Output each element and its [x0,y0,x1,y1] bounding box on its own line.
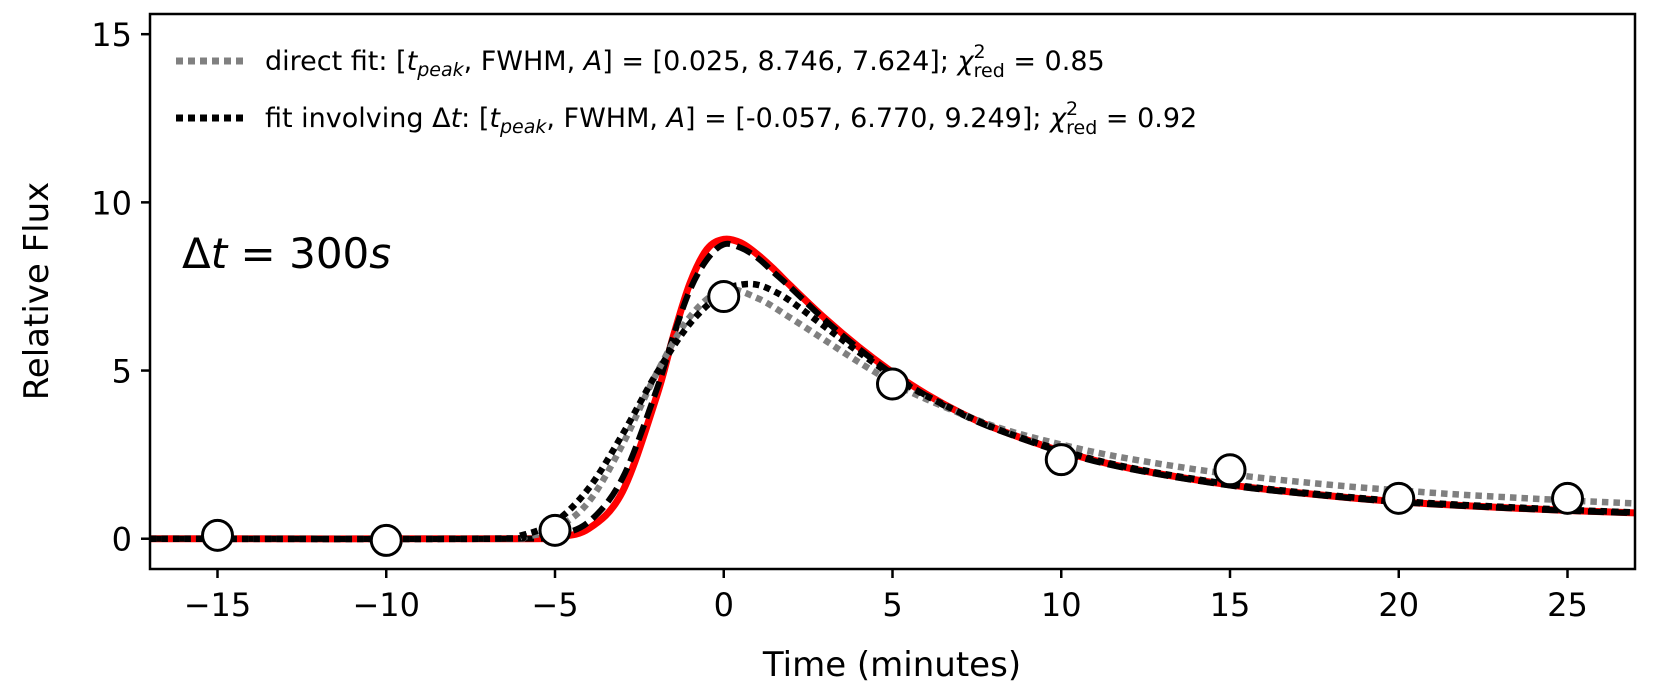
delta-t-annotation: Δt = 300s [182,229,391,278]
x-tick-label: −5 [531,586,578,624]
annotation-delta: Δ [182,229,211,278]
legend-label-delta-t-fit: fit involving Δt: [tpeak, FWHM, A] = [-0… [265,98,1197,139]
observation-point [538,513,572,547]
observation-point [1551,481,1584,515]
y-axis-label: Relative Flux [17,182,57,401]
y-tick-label: 5 [112,353,132,391]
observation-point [201,518,234,552]
x-tick-label: 25 [1547,586,1588,624]
x-tick-label: 20 [1378,586,1419,624]
x-tick-label: 5 [882,586,902,624]
observation-point [876,367,909,401]
x-axis-label: Time (minutes) [762,645,1021,685]
annotation-value: = 300 [227,229,369,278]
data-markers [201,280,1584,557]
x-axis-ticks: −15 −10 −5 0 5 10 15 20 25 [184,569,1588,624]
observation-point [1382,481,1416,515]
x-tick-label: −15 [184,586,252,624]
y-tick-label: 15 [91,16,132,54]
y-tick-label: 10 [91,184,132,222]
y-tick-label: 0 [112,521,132,559]
x-tick-label: −10 [352,586,420,624]
annotation-t: t [211,229,229,278]
legend-label-direct-fit: direct fit: [tpeak, FWHM, A] = [0.025, 8… [265,41,1105,82]
legend: direct fit: [tpeak, FWHM, A] = [0.025, 8… [176,41,1197,139]
observation-point [369,523,403,557]
observation-point [1213,453,1247,487]
plot-frame [148,12,1637,571]
observation-point [1044,443,1078,477]
x-tick-label: 10 [1041,586,1082,624]
x-tick-label: 15 [1210,586,1251,624]
y-axis-ticks: 0 5 10 15 [91,16,150,559]
observation-point [707,280,741,314]
x-tick-label: 0 [714,586,734,624]
annotation-unit: s [369,229,391,278]
